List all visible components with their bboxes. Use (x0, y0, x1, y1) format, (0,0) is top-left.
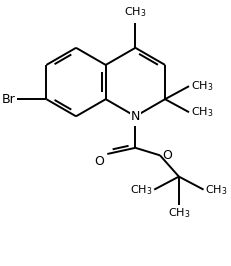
Text: CH$_3$: CH$_3$ (205, 183, 228, 197)
Text: O: O (94, 155, 104, 168)
Text: O: O (162, 149, 172, 162)
Text: N: N (131, 110, 140, 123)
Text: CH$_3$: CH$_3$ (124, 5, 147, 19)
Text: Br: Br (2, 93, 15, 106)
Text: CH$_3$: CH$_3$ (191, 79, 213, 93)
Text: CH$_3$: CH$_3$ (130, 183, 152, 197)
Text: CH$_3$: CH$_3$ (168, 207, 190, 220)
Text: CH$_3$: CH$_3$ (191, 105, 213, 119)
